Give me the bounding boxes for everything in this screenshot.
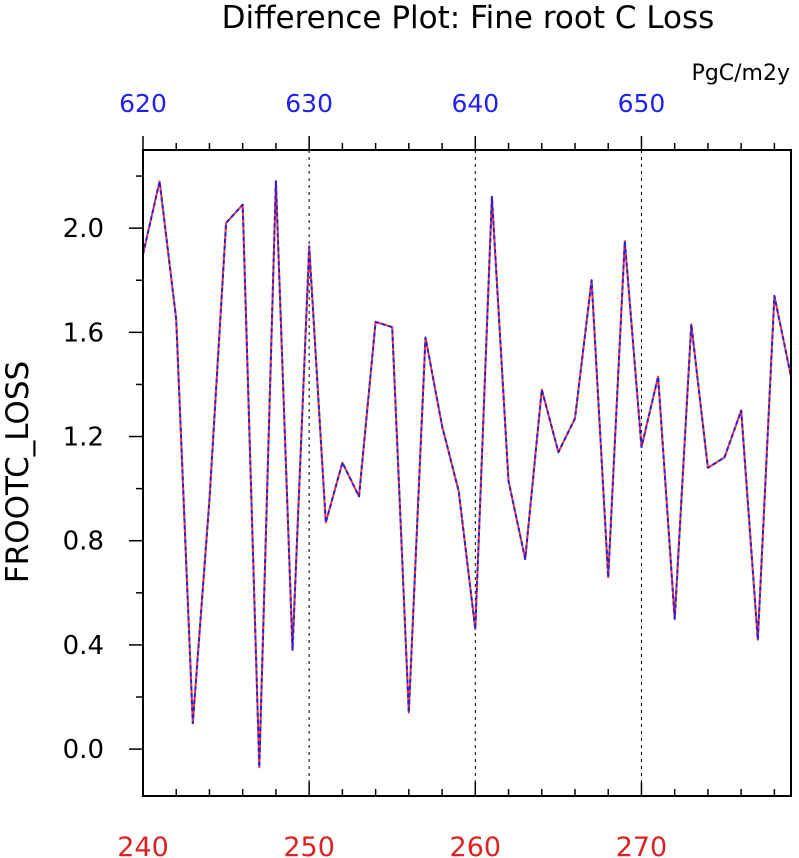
y-tick-label-0: 0.0 [63, 735, 104, 765]
top-tick-label-2: 640 [451, 89, 499, 118]
y-tick-label-5: 2.0 [63, 214, 104, 244]
bottom-tick-label-0: 240 [117, 832, 169, 858]
y-tick-label-3: 1.2 [63, 423, 104, 453]
bottom-tick-label-3: 270 [616, 832, 668, 858]
tick-labels: 240 250 260 270 620 630 640 650 0.0 0.4 0.8 1.2 1.6 2… [63, 89, 668, 858]
y-tick-label-2: 0.8 [63, 527, 104, 557]
y-tick-label-1: 0.4 [63, 631, 104, 661]
units-label: PgC/m2y [692, 61, 790, 86]
bottom-tick-label-2: 260 [450, 832, 502, 858]
series [142, 180, 792, 769]
top-tick-label-1: 630 [285, 89, 333, 118]
series-line-red [142, 180, 792, 769]
y-axis-label: FROOTC_LOSS [0, 361, 36, 583]
top-tick-label-3: 650 [618, 89, 666, 118]
grid-lines [308, 150, 642, 796]
chart-title: Difference Plot: Fine root C Loss [222, 0, 715, 36]
series-line-blue [142, 180, 792, 769]
bottom-tick-label-1: 250 [283, 832, 335, 858]
y-tick-label-4: 1.6 [63, 318, 104, 348]
axis-ticks [129, 136, 776, 796]
top-tick-label-0: 620 [119, 89, 167, 118]
plot-frame [142, 149, 792, 797]
